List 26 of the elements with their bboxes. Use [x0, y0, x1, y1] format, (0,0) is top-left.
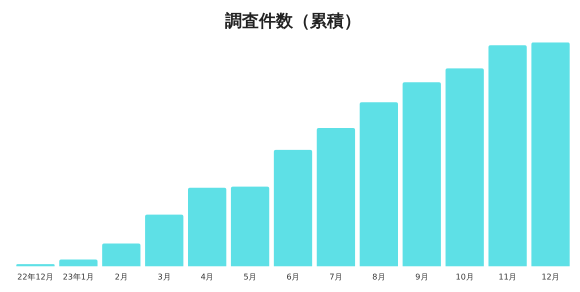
bar — [531, 42, 570, 266]
bar — [145, 214, 184, 266]
x-tick-label: 4月 — [200, 272, 214, 282]
x-tick-label: 12月 — [541, 272, 560, 282]
x-tick-label: 7月 — [329, 272, 342, 282]
bar — [59, 259, 98, 266]
x-tick-label: 2月 — [114, 272, 128, 282]
x-tick-label: 3月 — [158, 272, 171, 282]
x-tick-label: 8月 — [372, 272, 386, 282]
bar — [274, 150, 312, 266]
x-tick-label: 10月 — [456, 272, 474, 282]
x-tick-label: 5月 — [244, 272, 257, 282]
bar — [446, 68, 484, 266]
bar — [402, 82, 441, 266]
x-tick-label: 11月 — [498, 272, 517, 282]
x-tick-label: 6月 — [286, 272, 300, 282]
bar — [188, 188, 226, 266]
bar — [488, 45, 527, 266]
bar — [316, 128, 356, 266]
bar — [230, 186, 270, 266]
chart-title: 調査件数（累積） — [225, 12, 361, 32]
bar — [102, 244, 140, 266]
x-tick-label: 23年1月 — [62, 272, 94, 282]
bar — [360, 102, 398, 266]
x-tick-label: 22年12月 — [17, 272, 54, 282]
x-tick-label: 9月 — [415, 272, 428, 282]
